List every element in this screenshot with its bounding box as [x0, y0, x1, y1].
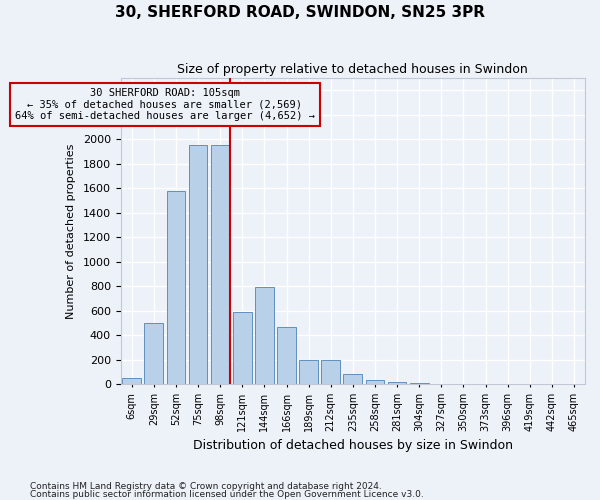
Bar	[122, 378, 141, 384]
Bar	[167, 190, 185, 384]
Bar	[145, 323, 163, 384]
Bar	[343, 374, 362, 384]
Text: 30 SHERFORD ROAD: 105sqm
← 35% of detached houses are smaller (2,569)
64% of sem: 30 SHERFORD ROAD: 105sqm ← 35% of detach…	[15, 88, 315, 121]
Bar	[299, 360, 318, 384]
Bar	[410, 383, 428, 384]
Bar	[322, 360, 340, 384]
Bar	[211, 146, 230, 384]
Text: Contains HM Land Registry data © Crown copyright and database right 2024.: Contains HM Land Registry data © Crown c…	[30, 482, 382, 491]
Bar	[365, 380, 385, 384]
Bar	[277, 326, 296, 384]
Bar	[388, 382, 406, 384]
Title: Size of property relative to detached houses in Swindon: Size of property relative to detached ho…	[178, 62, 528, 76]
Text: Contains public sector information licensed under the Open Government Licence v3: Contains public sector information licen…	[30, 490, 424, 499]
Text: 30, SHERFORD ROAD, SWINDON, SN25 3PR: 30, SHERFORD ROAD, SWINDON, SN25 3PR	[115, 5, 485, 20]
Bar	[233, 312, 252, 384]
Bar	[188, 146, 208, 384]
Bar	[255, 288, 274, 384]
Y-axis label: Number of detached properties: Number of detached properties	[66, 144, 76, 319]
X-axis label: Distribution of detached houses by size in Swindon: Distribution of detached houses by size …	[193, 440, 513, 452]
